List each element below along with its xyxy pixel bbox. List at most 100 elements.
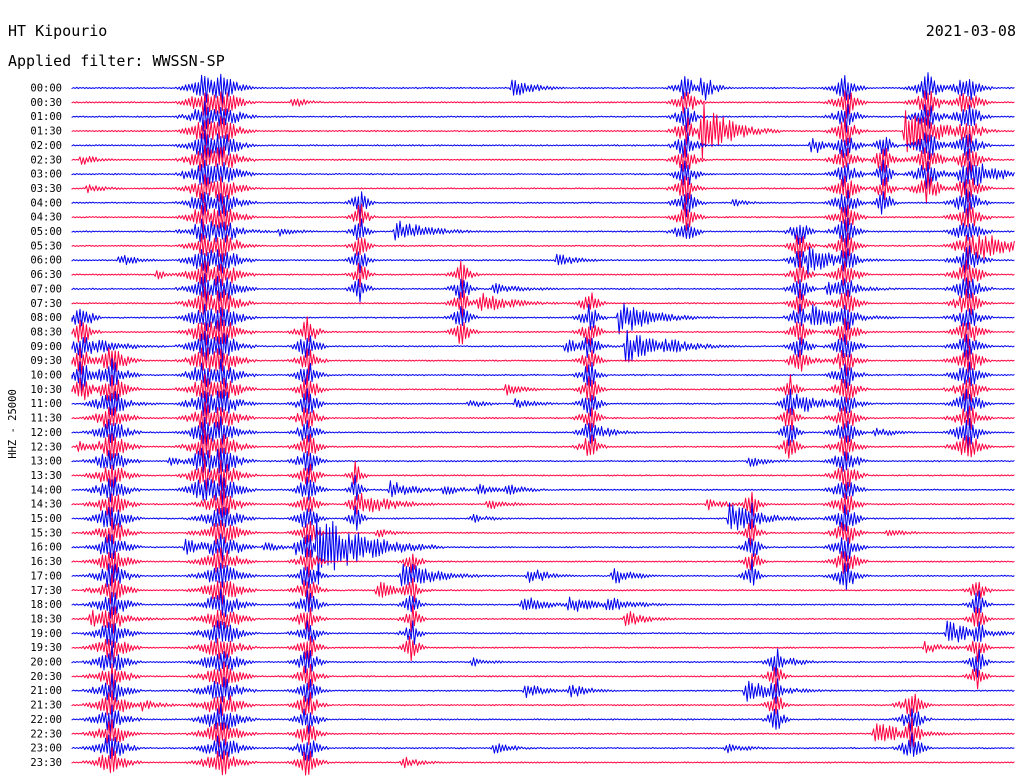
trace-line <box>71 159 1015 192</box>
trace-line <box>71 588 1015 619</box>
trace-line <box>71 429 1015 462</box>
trace-line <box>71 635 1015 664</box>
time-tick-labels: 00:00 00:30 01:00 01:30 02:00 02:30 03:00 03:30… <box>30 83 62 769</box>
time-tick-label: 08:30 <box>30 326 62 338</box>
time-tick-label: 22:30 <box>30 728 62 740</box>
trace-line <box>71 474 1015 506</box>
trace-line <box>71 661 1015 693</box>
trace-line <box>71 171 1015 205</box>
trace-line <box>71 517 1015 547</box>
trace-line <box>71 100 1015 133</box>
time-tick-label: 01:00 <box>30 111 62 123</box>
time-tick-label: 10:30 <box>30 384 62 396</box>
time-tick-label: 04:30 <box>30 212 62 224</box>
time-tick-label: 19:30 <box>30 642 62 654</box>
trace-line <box>71 573 1015 606</box>
time-tick-label: 14:00 <box>30 484 62 496</box>
time-tick-label: 12:30 <box>30 441 62 453</box>
trace-line <box>71 129 1015 161</box>
channel-axis-label: HHZ - 25000 <box>7 389 19 459</box>
trace-line <box>71 416 1015 451</box>
time-tick-label: 04:00 <box>30 197 62 209</box>
time-tick-label: 21:00 <box>30 685 62 697</box>
trace-line <box>71 373 1015 404</box>
time-tick-label: 23:00 <box>30 743 62 755</box>
time-tick-label: 07:00 <box>30 283 62 295</box>
time-tick-label: 16:30 <box>30 556 62 568</box>
time-tick-label: 12:00 <box>30 427 62 439</box>
time-tick-label: 22:00 <box>30 714 62 726</box>
time-tick-label: 07:30 <box>30 298 62 310</box>
trace-line <box>71 388 1015 420</box>
time-tick-label: 05:00 <box>30 226 62 238</box>
time-tick-label: 15:00 <box>30 513 62 525</box>
trace-line <box>71 90 1015 119</box>
trace-line <box>71 732 1015 762</box>
filter-label: Applied filter: WWSSN-SP <box>8 52 225 70</box>
trace-line <box>71 303 1015 335</box>
trace-line <box>71 202 1015 233</box>
time-tick-label: 13:00 <box>30 456 62 468</box>
trace-line <box>71 245 1015 275</box>
trace-group <box>71 72 1015 776</box>
time-tick-label: 06:30 <box>30 269 62 281</box>
time-tick-label: 11:30 <box>30 413 62 425</box>
time-tick-label: 05:30 <box>30 240 62 252</box>
time-tick-label: 14:30 <box>30 499 62 511</box>
trace-line <box>71 746 1015 776</box>
trace-line <box>71 703 1015 735</box>
time-tick-label: 17:00 <box>30 570 62 582</box>
time-tick-label: 03:00 <box>30 169 62 181</box>
trace-line <box>71 329 1015 363</box>
time-tick-label: 23:30 <box>30 757 62 769</box>
trace-line <box>71 257 1015 292</box>
time-tick-label: 08:00 <box>30 312 62 324</box>
time-tick-label: 18:30 <box>30 613 62 625</box>
trace-line <box>71 604 1015 634</box>
trace-line <box>71 690 1015 717</box>
time-tick-label: 16:00 <box>30 542 62 554</box>
trace-line <box>71 459 1015 492</box>
time-tick-label: 01:30 <box>30 126 62 138</box>
trace-line <box>71 502 1015 532</box>
trace-line <box>71 316 1015 349</box>
time-tick-label: 15:30 <box>30 527 62 539</box>
date-label: 2021-03-08 <box>926 22 1016 40</box>
time-tick-label: 09:00 <box>30 341 62 353</box>
trace-line <box>71 488 1015 519</box>
time-tick-label: 19:00 <box>30 628 62 640</box>
time-tick-label: 20:00 <box>30 657 62 669</box>
trace-line <box>71 358 1015 391</box>
trace-line <box>71 717 1015 748</box>
time-tick-label: 00:30 <box>30 97 62 109</box>
trace-line <box>71 286 1015 319</box>
time-tick-label: 10:00 <box>30 370 62 382</box>
trace-line <box>71 559 1015 590</box>
trace-line <box>71 401 1015 434</box>
time-tick-label: 18:00 <box>30 599 62 611</box>
time-tick-label: 17:30 <box>30 585 62 597</box>
trace-line <box>71 518 1015 585</box>
time-tick-label: 13:30 <box>30 470 62 482</box>
trace-line <box>71 645 1015 678</box>
trace-line <box>71 103 1015 160</box>
trace-line <box>71 72 1015 106</box>
trace-line <box>71 188 1015 220</box>
time-tick-label: 11:00 <box>30 398 62 410</box>
time-tick-label: 20:30 <box>30 671 62 683</box>
time-tick-label: 00:00 <box>30 83 62 95</box>
trace-line <box>71 447 1015 475</box>
time-tick-label: 03:30 <box>30 183 62 195</box>
station-title: HT Kipourio <box>8 22 107 40</box>
trace-line <box>71 673 1015 707</box>
trace-line <box>71 232 1015 263</box>
time-tick-label: 06:00 <box>30 255 62 267</box>
time-tick-label: 02:00 <box>30 140 62 152</box>
trace-line <box>71 145 1015 177</box>
trace-line <box>71 620 1015 648</box>
trace-line <box>71 547 1015 578</box>
trace-line <box>71 217 1015 248</box>
time-tick-label: 02:30 <box>30 154 62 166</box>
trace-line <box>71 273 1015 304</box>
